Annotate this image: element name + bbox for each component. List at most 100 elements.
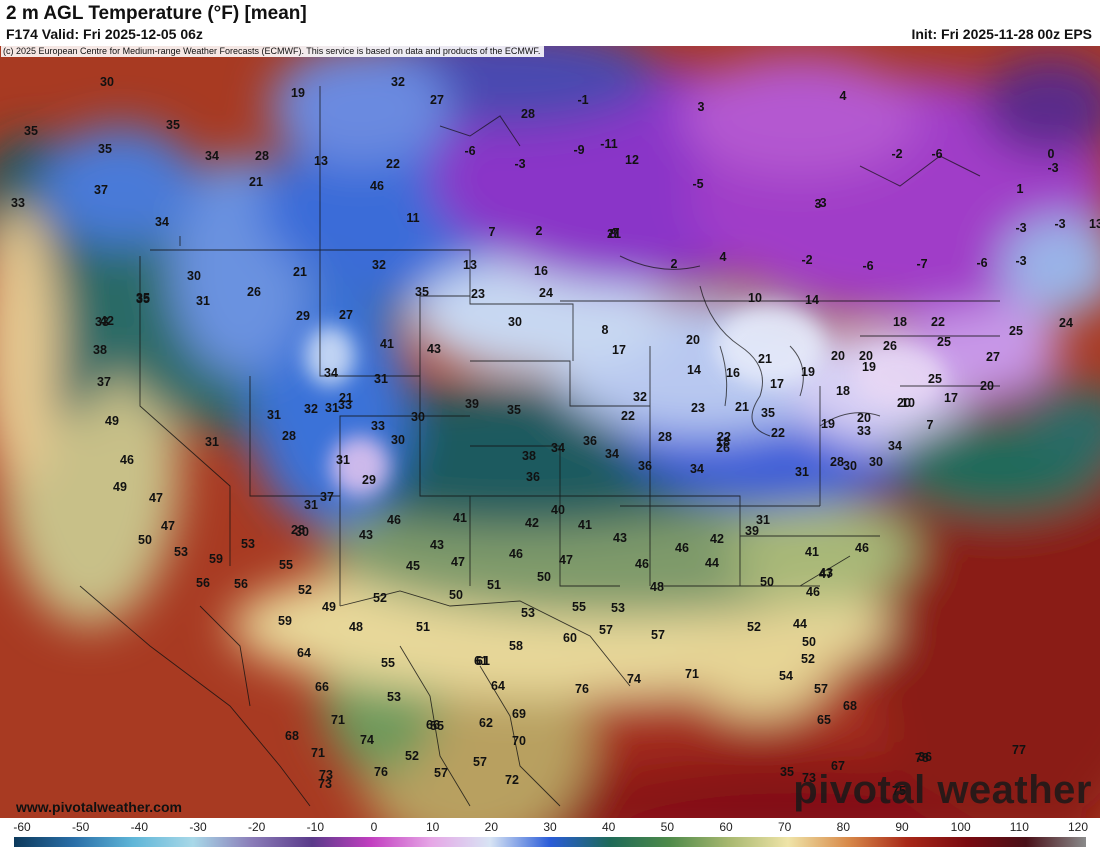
temperature-label: -9 <box>573 142 585 157</box>
temperature-label: 55 <box>381 655 395 670</box>
temperature-label: 74 <box>360 732 374 747</box>
temperature-label: 76 <box>575 681 589 696</box>
scale-tick-label: 70 <box>777 820 792 834</box>
temperature-label: 57 <box>814 681 828 696</box>
temperature-label: 19 <box>862 359 876 374</box>
temperature-label: 13 <box>1089 216 1100 231</box>
scale-tick-label: 50 <box>660 820 675 834</box>
temperature-label: 46 <box>120 452 134 467</box>
temperature-label: 49 <box>105 413 119 428</box>
temperature-label: 47 <box>559 552 573 567</box>
temperature-label: 21 <box>607 226 621 241</box>
temperature-label: -5 <box>692 176 704 191</box>
temperature-label: 32 <box>304 401 318 416</box>
temperature-label: 30 <box>391 432 405 447</box>
temperature-label: 35 <box>136 290 150 305</box>
temperature-label: 75 <box>892 783 906 798</box>
temperature-label: 73 <box>319 767 333 782</box>
temperature-label: 30 <box>869 454 883 469</box>
copyright-notice: (c) 2025 European Centre for Medium-rang… <box>1 46 545 57</box>
temperature-label: 4 <box>719 249 727 264</box>
temperature-label: 50 <box>802 634 816 649</box>
temperature-label: 36 <box>918 749 932 764</box>
temperature-label: 52 <box>747 619 761 634</box>
temperature-label: 43 <box>359 527 373 542</box>
temperature-label: 2 <box>670 256 678 271</box>
temperature-label: 53 <box>174 544 188 559</box>
temperature-label: 0 <box>1047 146 1055 161</box>
temperature-label: 38 <box>522 448 536 463</box>
temperature-label: 47 <box>161 518 175 533</box>
temperature-label: 46 <box>635 556 649 571</box>
temperature-label: 33 <box>338 397 352 412</box>
valid-time: F174 Valid: Fri 2025-12-05 06z <box>6 26 203 42</box>
temperature-label: 53 <box>241 536 255 551</box>
temperature-label: 31 <box>196 293 210 308</box>
temperature-label: 33 <box>857 423 871 438</box>
scale-tick-label: 0 <box>370 820 378 834</box>
temperature-label: 20 <box>857 410 871 425</box>
temperature-label: 32 <box>633 389 647 404</box>
temperature-label: 20 <box>980 378 994 393</box>
scale-bar <box>14 837 1086 847</box>
temperature-label: 41 <box>380 336 394 351</box>
temperature-label: 22 <box>386 156 400 171</box>
temperature-label: 22 <box>717 429 731 444</box>
temperature-label: 28 <box>521 106 535 121</box>
temperature-label: 41 <box>453 510 467 525</box>
temperature-label: 70 <box>512 733 526 748</box>
temperature-label: 51 <box>487 577 501 592</box>
temperature-label: -3 <box>514 156 526 171</box>
temperature-label: 46 <box>806 584 820 599</box>
temperature-label: 47 <box>149 490 163 505</box>
temperature-label: 33 <box>95 314 109 329</box>
temperature-label: 41 <box>578 517 592 532</box>
temperature-label: -6 <box>976 255 988 270</box>
temperature-label: 30 <box>100 74 114 89</box>
temperature-label: -2 <box>801 252 813 267</box>
website-watermark: www.pivotalweather.com <box>16 799 182 815</box>
temperature-label: 32 <box>372 257 386 272</box>
temperature-label: 31 <box>795 464 809 479</box>
temperature-label: 49 <box>322 599 336 614</box>
temperature-label: 23 <box>471 286 485 301</box>
scale-gradient <box>14 837 1086 847</box>
temperature-label: 66 <box>315 679 329 694</box>
temperature-label: 44 <box>793 616 807 631</box>
temperature-label: 20 <box>897 395 911 410</box>
temperature-label: 64 <box>491 678 505 693</box>
temperature-label: 43 <box>427 341 441 356</box>
temperature-label: 33 <box>11 195 25 210</box>
temperature-label: 54 <box>779 668 793 683</box>
temperature-label: 55 <box>430 718 444 733</box>
temperature-label: 46 <box>509 546 523 561</box>
temperature-label: 8 <box>609 226 617 241</box>
temperature-label: 27 <box>430 92 444 107</box>
temperature-label: 50 <box>537 569 551 584</box>
temperature-label: 61 <box>476 653 490 668</box>
temperature-label: 34 <box>551 440 565 455</box>
temperature-label: 68 <box>285 728 299 743</box>
header: 2 m AGL Temperature (°F) [mean] F174 Val… <box>0 0 1100 46</box>
temperature-label: 35 <box>24 123 38 138</box>
temperature-label: 31 <box>756 512 770 527</box>
temperature-label: 44 <box>705 555 719 570</box>
temperature-label: 26 <box>883 338 897 353</box>
temperature-label: 7 <box>488 224 496 239</box>
temperature-label: 34 <box>888 438 902 453</box>
temperature-label: 20 <box>686 332 700 347</box>
temperature-label: 51 <box>416 619 430 634</box>
temperature-label: 20 <box>831 348 845 363</box>
temperature-label: 21 <box>339 390 353 405</box>
temperature-label: 69 <box>512 706 526 721</box>
temperature-label: 50 <box>760 574 774 589</box>
temperature-label: 52 <box>405 748 419 763</box>
temperature-label: 31 <box>336 452 350 467</box>
temperature-map[interactable]: (c) 2025 European Centre for Medium-rang… <box>0 46 1100 818</box>
temperature-label: 35 <box>415 284 429 299</box>
temperature-label: 21 <box>758 351 772 366</box>
brand-watermark: pivotal weather <box>793 768 1092 812</box>
scale-tick-label: 80 <box>836 820 851 834</box>
temperature-label: 36 <box>583 433 597 448</box>
temperature-label: -2 <box>891 146 903 161</box>
